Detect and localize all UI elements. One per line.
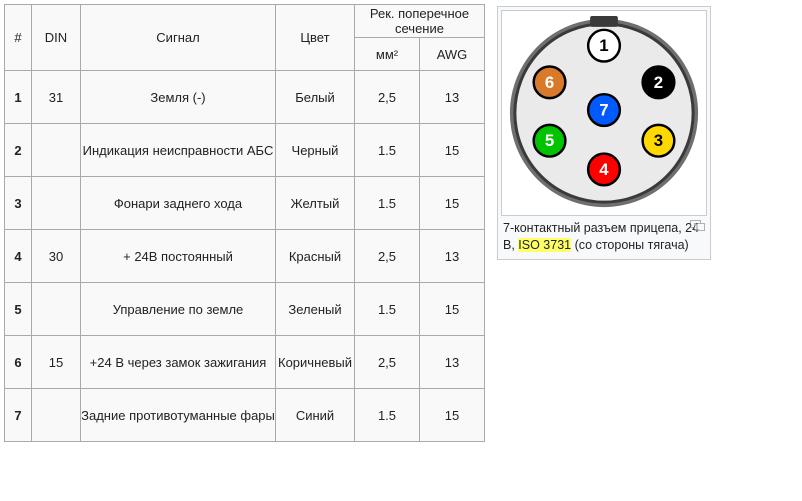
pinout-table-wrap: # DIN Сигнал Цвет Рек. поперечное сечени… — [0, 0, 491, 446]
svg-text:6: 6 — [545, 73, 554, 92]
table-row: 131Земля (-)Белый2,513 — [5, 71, 485, 124]
enlarge-icon[interactable] — [690, 220, 705, 231]
th-din: DIN — [32, 5, 81, 71]
cell-idx: 3 — [5, 177, 32, 230]
cell-color: Красный — [276, 230, 355, 283]
cell-din — [32, 389, 81, 442]
th-idx: # — [5, 5, 32, 71]
cell-awg: 15 — [420, 177, 485, 230]
cell-awg: 13 — [420, 71, 485, 124]
cell-signal: Задние противотуманные фары — [81, 389, 276, 442]
pin-1: 1 — [588, 30, 620, 62]
pin-3: 3 — [643, 125, 675, 157]
caption-highlight: ISO 3731 — [518, 238, 571, 252]
cell-mm2: 2,5 — [355, 336, 420, 389]
cell-color: Синий — [276, 389, 355, 442]
cell-din — [32, 283, 81, 336]
svg-text:7: 7 — [599, 101, 608, 120]
svg-text:5: 5 — [545, 131, 554, 150]
cell-color: Зеленый — [276, 283, 355, 336]
cell-awg: 13 — [420, 230, 485, 283]
svg-text:2: 2 — [654, 73, 663, 92]
pinout-table: # DIN Сигнал Цвет Рек. поперечное сечени… — [4, 4, 485, 442]
cell-din — [32, 177, 81, 230]
cell-signal: Земля (-) — [81, 71, 276, 124]
cell-awg: 15 — [420, 124, 485, 177]
cell-signal: Фонари заднего хода — [81, 177, 276, 230]
pin-7: 7 — [588, 94, 620, 126]
table-row: 3 Фонари заднего ходаЖелтый1.515 — [5, 177, 485, 230]
cell-awg: 13 — [420, 336, 485, 389]
table-row: 7 Задние противотуманные фарыСиний1.515 — [5, 389, 485, 442]
cell-din: 30 — [32, 230, 81, 283]
pin-5: 5 — [534, 125, 566, 157]
th-cross: Рек. поперечное сечение — [355, 5, 485, 38]
cell-idx: 6 — [5, 336, 32, 389]
cell-mm2: 1.5 — [355, 124, 420, 177]
table-row: 615+24 В через замок зажиганияКоричневый… — [5, 336, 485, 389]
svg-text:4: 4 — [599, 160, 609, 179]
th-signal: Сигнал — [81, 5, 276, 71]
figure-caption: 7-контактный разъем прицепа, 24 В, ISO 3… — [501, 216, 707, 256]
cell-color: Желтый — [276, 177, 355, 230]
cell-mm2: 1.5 — [355, 283, 420, 336]
svg-text:1: 1 — [599, 36, 608, 55]
table-row: 5 Управление по землеЗеленый1.515 — [5, 283, 485, 336]
cell-signal: + 24В постоянный — [81, 230, 276, 283]
cell-color: Черный — [276, 124, 355, 177]
th-color: Цвет — [276, 5, 355, 71]
cell-idx: 4 — [5, 230, 32, 283]
pin-2: 2 — [643, 66, 675, 98]
cell-signal: Управление по земле — [81, 283, 276, 336]
caption-post: (со стороны тягача) — [571, 238, 689, 252]
cell-idx: 7 — [5, 389, 32, 442]
cell-mm2: 2,5 — [355, 71, 420, 124]
cell-din — [32, 124, 81, 177]
cell-mm2: 1.5 — [355, 389, 420, 442]
cell-idx: 2 — [5, 124, 32, 177]
cell-din: 31 — [32, 71, 81, 124]
table-row: 430+ 24В постоянныйКрасный2,513 — [5, 230, 485, 283]
svg-text:3: 3 — [654, 131, 663, 150]
cell-awg: 15 — [420, 283, 485, 336]
cell-awg: 15 — [420, 389, 485, 442]
cell-color: Белый — [276, 71, 355, 124]
figure-box: 1 2 3 4 5 6 7 7-контактный разъем прицепа, 24 … — [497, 6, 711, 260]
pin-4: 4 — [588, 154, 620, 186]
th-mm2: мм² — [355, 38, 420, 71]
cell-idx: 5 — [5, 283, 32, 336]
cell-mm2: 1.5 — [355, 177, 420, 230]
cell-color: Коричневый — [276, 336, 355, 389]
th-awg: AWG — [420, 38, 485, 71]
cell-din: 15 — [32, 336, 81, 389]
pin-6: 6 — [534, 66, 566, 98]
connector-diagram[interactable]: 1 2 3 4 5 6 7 — [501, 10, 707, 216]
table-row: 2 Индикация неисправности АБСЧерный1.515 — [5, 124, 485, 177]
cell-signal: Индикация неисправности АБС — [81, 124, 276, 177]
pinout-tbody: 131Земля (-)Белый2,5132Индикация неиспра… — [5, 71, 485, 442]
cell-signal: +24 В через замок зажигания — [81, 336, 276, 389]
cell-idx: 1 — [5, 71, 32, 124]
cell-mm2: 2,5 — [355, 230, 420, 283]
